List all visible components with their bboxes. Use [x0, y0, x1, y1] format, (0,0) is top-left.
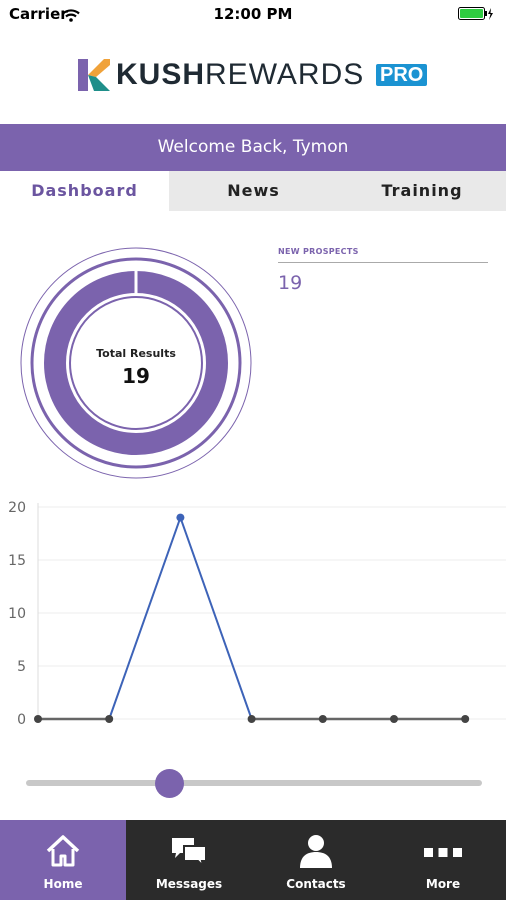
- donut-center-label: Total Results: [96, 347, 176, 360]
- date-range-slider-track[interactable]: [26, 780, 482, 786]
- nav-home[interactable]: Home: [0, 820, 126, 900]
- nav-messages[interactable]: Messages: [126, 820, 252, 900]
- donut-total-value: 19: [122, 364, 150, 388]
- data-point: [176, 513, 185, 522]
- nav-home-label: Home: [43, 877, 83, 891]
- nav-contacts-label: Contacts: [286, 877, 346, 891]
- y-tick-label: 15: [8, 553, 26, 569]
- nav-more[interactable]: More: [380, 820, 506, 900]
- tab-news[interactable]: News: [227, 181, 280, 200]
- messages-icon: [172, 838, 207, 870]
- y-tick-label: 5: [17, 659, 26, 675]
- results-line-chart: 0 5 10 15 20: [8, 500, 506, 728]
- new-prospects-label: NEW PROSPECTS: [278, 247, 359, 256]
- contact-person-icon: [300, 835, 332, 868]
- nav-more-label: More: [425, 877, 461, 891]
- status-bar: Carrier 12:00 PM: [0, 0, 506, 28]
- series-line-segment: [108, 517, 182, 720]
- welcome-banner: Welcome Back, Tymon: [0, 124, 506, 171]
- tab-bar: Dashboard News Training: [0, 171, 506, 211]
- prospects-divider: [278, 262, 488, 263]
- nav-messages-label: Messages: [155, 877, 223, 891]
- bottom-nav: Home Messages Contacts More: [0, 820, 506, 900]
- nav-contacts[interactable]: Contacts: [253, 820, 379, 900]
- wifi-icon: [62, 7, 80, 26]
- pro-badge: PRO: [376, 64, 428, 86]
- brand-mark-icon: [78, 59, 110, 91]
- series-line-segment: [179, 517, 253, 720]
- brand-wordmark: KUSHREWARDS: [116, 58, 365, 91]
- more-dots-icon: [424, 848, 462, 857]
- home-icon: [46, 835, 80, 867]
- y-tick-label: 20: [8, 500, 26, 516]
- y-tick-label: 0: [17, 712, 26, 728]
- brand-logo: KUSHREWARDS PRO: [78, 58, 428, 92]
- new-prospects-value: 19: [278, 272, 303, 294]
- total-results-donut: Total Results 19: [18, 245, 254, 485]
- status-time: 12:00 PM: [213, 5, 293, 23]
- data-point: [247, 715, 256, 723]
- data-point: [105, 715, 114, 723]
- tab-training[interactable]: Training: [381, 181, 463, 200]
- data-point: [390, 715, 398, 723]
- carrier-label: Carrier: [9, 5, 68, 23]
- y-tick-label: 10: [8, 606, 26, 622]
- battery-icon: [458, 6, 494, 25]
- data-point: [318, 715, 327, 723]
- date-range-slider-thumb[interactable]: [155, 769, 184, 798]
- data-point: [461, 715, 470, 723]
- tab-dashboard[interactable]: Dashboard: [0, 171, 169, 211]
- data-point: [34, 715, 42, 723]
